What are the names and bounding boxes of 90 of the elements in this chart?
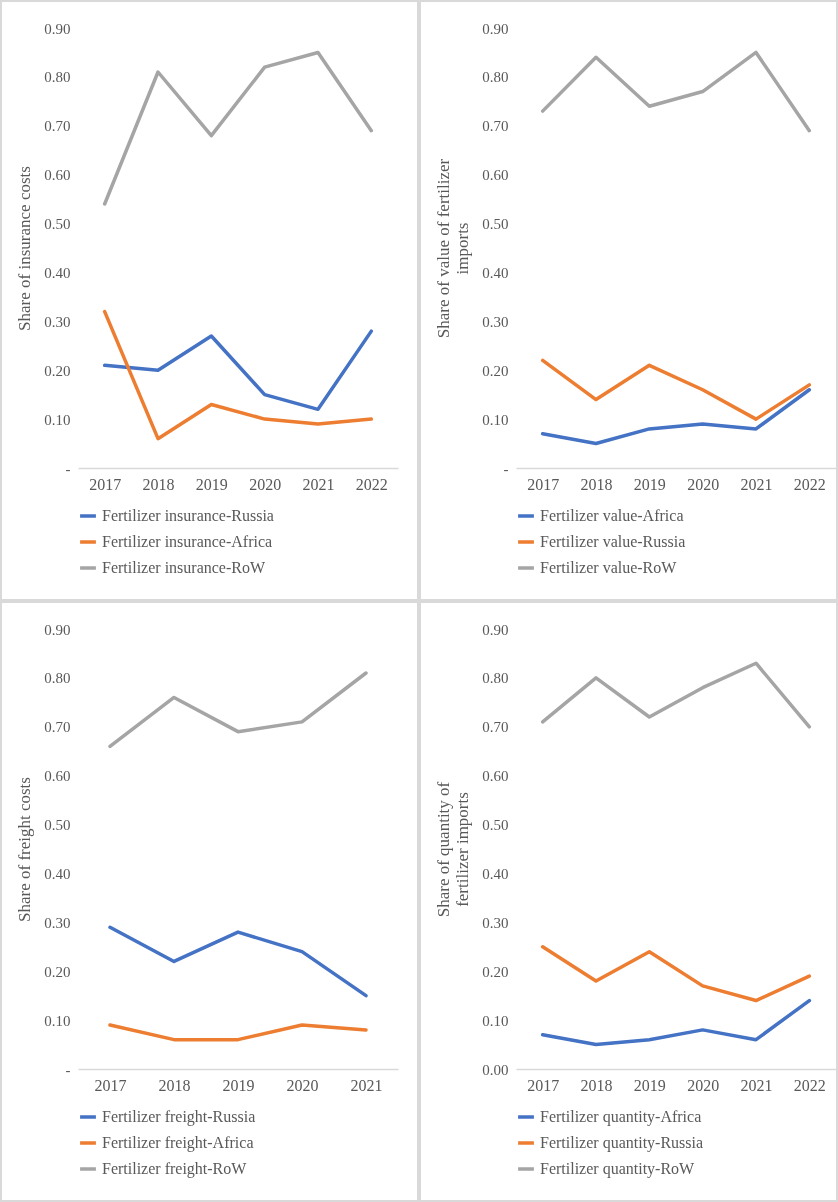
legend-label: Fertilizer value-RoW bbox=[540, 559, 678, 576]
x-tick-label: 2021 bbox=[302, 475, 335, 493]
y-tick-label: 0.20 bbox=[44, 362, 71, 379]
y-tick-label: 0.70 bbox=[44, 719, 71, 736]
x-tick-label: 2022 bbox=[793, 475, 826, 493]
y-axis-title: Share of insurance costs bbox=[15, 166, 35, 331]
y-tick-label: 0.50 bbox=[482, 216, 509, 233]
y-tick-label: 0.70 bbox=[482, 118, 509, 135]
y-tick-label: 0.20 bbox=[44, 963, 71, 980]
y-tick-label: 0.70 bbox=[482, 719, 509, 736]
y-tick-label: 0.40 bbox=[482, 264, 509, 281]
line-series bbox=[102, 309, 374, 441]
x-tick-label: 2020 bbox=[286, 1076, 319, 1094]
legend-label: Fertilizer freight-Russia bbox=[102, 1108, 256, 1126]
y-tick-label: 0.90 bbox=[44, 621, 71, 638]
y-tick-label: 0.20 bbox=[482, 362, 509, 379]
y-tick-label: 0.60 bbox=[482, 768, 509, 785]
y-tick-label: 0.80 bbox=[482, 670, 509, 687]
x-tick-label: 2019 bbox=[633, 1076, 666, 1094]
legend-label: Fertilizer quantity-Russia bbox=[540, 1134, 704, 1152]
x-tick-label: 2022 bbox=[355, 475, 388, 493]
x-tick-label: 2018 bbox=[580, 1076, 613, 1094]
y-tick-label: - bbox=[65, 460, 71, 477]
x-tick-label: 2017 bbox=[94, 1076, 127, 1094]
y-tick-label: 0.00 bbox=[482, 1061, 509, 1078]
line-series bbox=[540, 998, 812, 1047]
legend-label: Fertilizer value-Russia bbox=[540, 533, 686, 550]
y-tick-label: 0.80 bbox=[482, 69, 509, 86]
x-tick-label: 2021 bbox=[740, 475, 773, 493]
y-tick-label: 0.80 bbox=[44, 69, 71, 86]
legend-label: Fertilizer insurance-Africa bbox=[102, 533, 273, 550]
y-tick-label: 0.20 bbox=[482, 963, 509, 980]
legend-label: Fertilizer quantity-Africa bbox=[540, 1108, 702, 1126]
y-tick-label: 0.10 bbox=[44, 1012, 71, 1029]
y-axis-title: Share of freight costs bbox=[15, 777, 35, 922]
x-tick-label: 2020 bbox=[687, 1076, 720, 1094]
line-series bbox=[540, 388, 812, 446]
x-tick-label: 2017 bbox=[527, 475, 560, 493]
y-tick-label: 0.40 bbox=[44, 865, 71, 882]
x-tick-label: 2019 bbox=[633, 475, 666, 493]
line-series bbox=[108, 671, 368, 749]
x-tick-label: 2021 bbox=[740, 1076, 773, 1094]
line-series bbox=[102, 329, 374, 412]
x-tick-label: 2019 bbox=[222, 1076, 255, 1094]
x-tick-label: 2017 bbox=[89, 475, 122, 493]
y-tick-label: 0.50 bbox=[44, 817, 71, 834]
y-tick-label: 0.50 bbox=[482, 817, 509, 834]
legend-label: Fertilizer insurance-RoW bbox=[102, 559, 266, 576]
line-series bbox=[540, 50, 812, 133]
y-tick-label: 0.90 bbox=[482, 20, 509, 37]
y-tick-label: 0.60 bbox=[44, 768, 71, 785]
x-tick-label: 2020 bbox=[687, 475, 720, 493]
y-tick-label: 0.30 bbox=[44, 914, 71, 931]
y-tick-label: 0.40 bbox=[482, 865, 509, 882]
legend-label: Fertilizer freight-Africa bbox=[102, 1134, 254, 1152]
line-series bbox=[540, 661, 812, 729]
legend-label: Fertilizer quantity-RoW bbox=[540, 1160, 696, 1178]
y-tick-label: - bbox=[503, 460, 509, 477]
line-series bbox=[108, 925, 368, 998]
y-axis-title: Share of quantity of fertilizer imports bbox=[434, 781, 473, 918]
y-tick-label: 0.40 bbox=[44, 264, 71, 281]
legend-label: Fertilizer value-Africa bbox=[540, 507, 684, 524]
y-tick-label: - bbox=[65, 1061, 71, 1078]
line-series bbox=[102, 50, 374, 206]
y-tick-label: 0.30 bbox=[482, 313, 509, 330]
x-tick-label: 2018 bbox=[142, 475, 175, 493]
y-axis-title: Share of value of fertilizer imports bbox=[434, 158, 473, 339]
line-series bbox=[540, 945, 812, 1003]
y-tick-label: 0.10 bbox=[482, 1012, 509, 1029]
legend-label: Fertilizer insurance-Russia bbox=[102, 507, 274, 524]
y-tick-label: 0.90 bbox=[482, 621, 509, 638]
x-tick-label: 2020 bbox=[249, 475, 282, 493]
legend-label: Fertilizer freight-RoW bbox=[102, 1160, 248, 1178]
y-tick-label: 0.10 bbox=[44, 411, 71, 428]
y-tick-label: 0.90 bbox=[44, 20, 71, 37]
y-tick-label: 0.30 bbox=[482, 914, 509, 931]
x-tick-label: 2018 bbox=[580, 475, 613, 493]
y-tick-label: 0.70 bbox=[44, 118, 71, 135]
x-tick-label: 2017 bbox=[527, 1076, 560, 1094]
y-tick-label: 0.60 bbox=[44, 167, 71, 184]
y-tick-label: 0.30 bbox=[44, 313, 71, 330]
line-series bbox=[540, 358, 812, 421]
x-tick-label: 2022 bbox=[793, 1076, 826, 1094]
x-tick-label: 2021 bbox=[350, 1076, 383, 1094]
x-tick-label: 2019 bbox=[195, 475, 228, 493]
y-tick-label: 0.50 bbox=[44, 216, 71, 233]
y-tick-label: 0.10 bbox=[482, 411, 509, 428]
y-tick-label: 0.80 bbox=[44, 670, 71, 687]
x-tick-label: 2018 bbox=[158, 1076, 191, 1094]
y-tick-label: 0.60 bbox=[482, 167, 509, 184]
